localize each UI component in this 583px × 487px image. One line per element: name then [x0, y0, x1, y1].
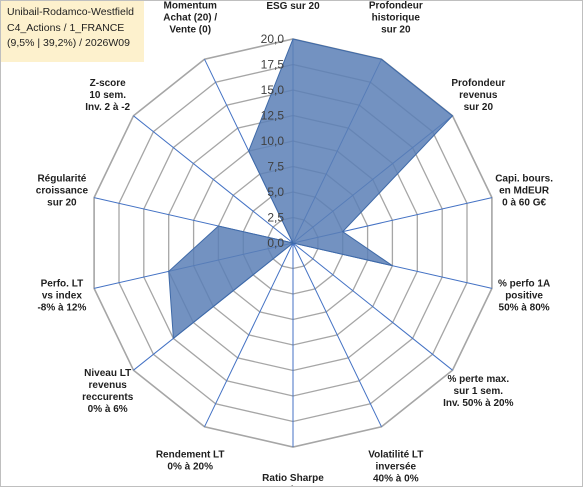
axis-label: Perfo. LT vs index -8% à 12% — [37, 279, 86, 314]
radial-tick-label: 15,0 — [261, 83, 285, 97]
axis-label: % perfo 1A positive 50% à 80% — [498, 279, 550, 314]
axis-label: Z-score 10 sem. Inv. 2 à -2 — [85, 78, 130, 113]
radial-tick-labels: 0,0 2,5 5,0 7,5 10,0 12,5 15,0 17,5 20,0 — [261, 32, 285, 250]
axis-label: NoteESG sur 20 — [266, 1, 320, 12]
radial-tick-label: 2,5 — [267, 211, 284, 225]
radial-tick-label: 20,0 — [261, 32, 285, 46]
radial-tick-label: 12,5 — [261, 109, 285, 123]
axis-spoke — [292, 242, 453, 371]
axis-label: Rendement LT 0% à 20% — [156, 450, 225, 473]
chart-title-line-1: Unibail-Rodamco-Westfield — [7, 6, 135, 18]
axis-label: % perte max. sur 1 sem. Inv. 50% à 20% — [443, 374, 514, 409]
radial-tick-label: 17,5 — [261, 58, 285, 72]
axis-label: Volatilité LT inversée 40% à 0% — [368, 450, 423, 485]
chart-title-box: Unibail-Rodamco-Westfield C4_Actions / 1… — [1, 1, 144, 62]
radial-tick-label: 7,5 — [267, 160, 284, 174]
axis-label: Capi. bours. en MdEUR 0 à 60 G€ — [495, 173, 553, 208]
axis-spoke — [292, 242, 382, 428]
axis-label: Régularité croissance sur 20 — [36, 173, 89, 208]
axis-label: Ratio Sharpe0 à 1 — [262, 473, 324, 486]
axis-spoke — [204, 242, 294, 428]
radial-tick-label: 0,0 — [267, 236, 284, 250]
series-area — [168, 38, 454, 340]
axis-label: Momentum Achat (20) / Vente (0) — [163, 1, 217, 36]
axis-label: Profondeur historique sur 20 — [369, 1, 423, 36]
chart-title-line-3: (9,5% | 39,2%) / 2026W09 — [7, 37, 130, 49]
chart-title-line-2: C4_Actions / 1_FRANCE — [7, 21, 125, 34]
radar-series — [168, 38, 454, 340]
axis-label: Niveau LT revenus reccurents 0% à 6% — [82, 368, 134, 415]
axis-spoke — [133, 115, 294, 244]
axis-label: Profondeur revenus sur 20 — [451, 78, 505, 113]
radial-tick-label: 10,0 — [261, 134, 285, 148]
radial-tick-label: 5,0 — [267, 185, 284, 199]
